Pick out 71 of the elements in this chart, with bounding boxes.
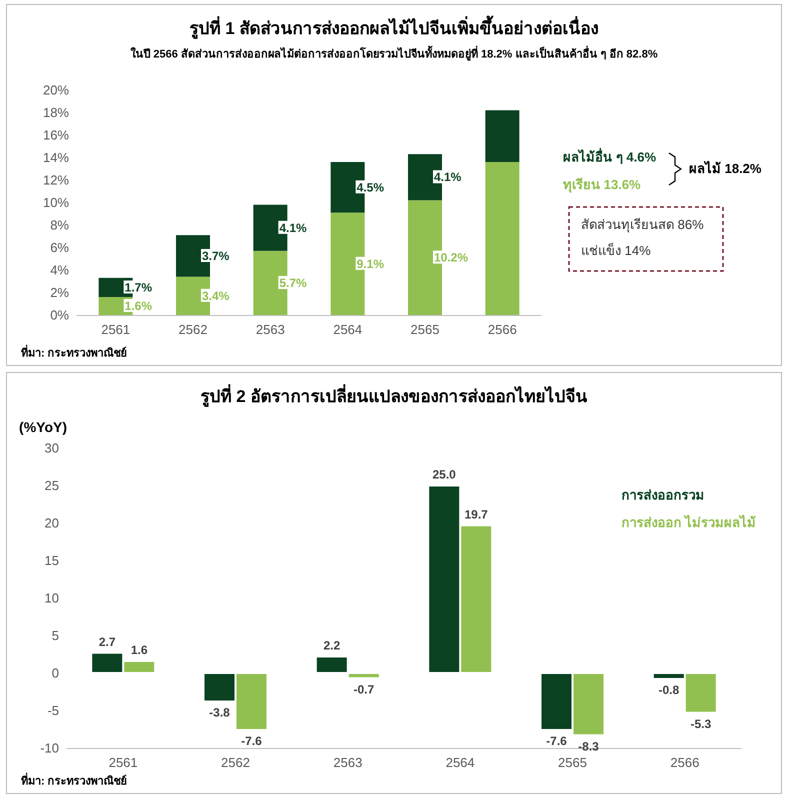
y-tick-label: 2%: [50, 285, 70, 300]
x-tick-label: 2561: [101, 322, 130, 337]
y-tick-label: 0%: [50, 308, 70, 322]
chart-title: รูปที่ 2 อัตราการเปลี่ยนแปลงของการส่งออกไทยไปจีน: [200, 384, 588, 408]
y-tick-label: -10: [40, 740, 59, 756]
x-tick-label: 2565: [410, 322, 440, 337]
data-label: -0.8: [658, 683, 680, 697]
data-label: 2.2: [323, 638, 340, 652]
data-label: -5.3: [690, 716, 712, 731]
x-tick-label: 2562: [221, 755, 250, 770]
chart-subtitle: ในปี 2566 สัดส่วนการส่งออกผลไม้ต่อการส่งออกโดยรวมไปจีนทั้งหมดอยู่ที่ 18.2% และเป็นสินค้าอื่น ๆ อีก 82.8%: [130, 46, 658, 62]
data-label: -0.7: [353, 682, 374, 696]
x-tick-label: 2566: [670, 755, 700, 770]
y-axis-title: (%YoY): [19, 419, 67, 435]
x-tick-label: 2564: [446, 755, 475, 770]
y-tick-label: -5: [47, 703, 59, 718]
y-tick-label: 10: [44, 590, 59, 606]
data-label: -3.8: [209, 706, 230, 720]
y-tick-label: 15: [44, 553, 59, 568]
y-tick-label: 18%: [42, 105, 70, 120]
text: การส่งออกรวม: [621, 488, 704, 502]
data-label: 2.7: [98, 634, 116, 649]
y-tick-label: 6%: [50, 240, 70, 255]
y-tick-label: 20%: [42, 82, 70, 98]
data-label: 1.7%: [124, 280, 152, 294]
data-label: 3.7%: [202, 248, 230, 263]
y-tick-label: 4%: [50, 262, 70, 278]
data-label: 9.1%: [356, 256, 384, 271]
y-tick-label: 25: [44, 478, 59, 493]
text: ทุเรียน 13.6%: [563, 177, 642, 193]
data-label: -7.6: [241, 734, 262, 748]
text: ผลไม้ 18.2%: [689, 160, 762, 176]
text: ที่มา: กระทรวงพาณิชย์: [21, 344, 127, 360]
y-tick-label: 8%: [50, 218, 70, 232]
x-tick-label: 2564: [333, 322, 362, 337]
x-tick-label: 2565: [558, 755, 587, 770]
y-tick-label: 16%: [42, 128, 70, 142]
y-tick-label: 10%: [42, 195, 70, 210]
chart-title: รูปที่ 1 สัดส่วนการส่งออกผลไม้ไปจีนเพิ่มขึ้นอย่างต่อเนื่อง: [190, 15, 598, 40]
y-tick-label: 0: [52, 666, 59, 680]
bar: [348, 673, 380, 678]
y-tick-label: 20: [44, 516, 59, 530]
bar: [485, 110, 520, 162]
text: แช่แข็ง 14%: [581, 241, 652, 258]
data-label: 25.0: [432, 468, 456, 482]
data-label: 4.5%: [356, 180, 384, 194]
text: ผลไม้อื่น ๆ 4.6%: [563, 148, 656, 164]
data-label: 10.2%: [434, 250, 468, 265]
text: ที่มา: กระทรวงพาณิชย์: [21, 772, 127, 788]
data-label: 5.7%: [279, 276, 308, 290]
data-label: 4.1%: [279, 220, 308, 235]
bar: [485, 162, 520, 315]
y-tick-label: 5: [52, 628, 59, 643]
data-label: 4.1%: [434, 170, 462, 184]
y-tick-label: 30: [44, 440, 59, 456]
x-tick-label: 2563: [256, 322, 285, 337]
data-label: 1.6: [130, 643, 148, 657]
bar: [316, 656, 348, 673]
data-label: 3.4%: [202, 288, 230, 303]
text: การส่งออก ไม่รวมผลไม้: [621, 514, 756, 530]
x-tick-label: 2562: [178, 322, 208, 337]
text: สัดส่วนทุเรียนสด 86%: [581, 217, 704, 233]
y-tick-label: 12%: [42, 172, 70, 188]
y-tick-label: 14%: [42, 150, 70, 165]
x-tick-label: 2563: [333, 755, 362, 770]
data-label: -8.3: [578, 739, 600, 754]
data-label: 19.7: [464, 507, 488, 522]
data-label: -7.6: [546, 734, 568, 748]
x-tick-label: 2566: [488, 322, 517, 337]
x-tick-label: 2561: [108, 755, 138, 770]
data-label: 1.6%: [124, 299, 152, 313]
